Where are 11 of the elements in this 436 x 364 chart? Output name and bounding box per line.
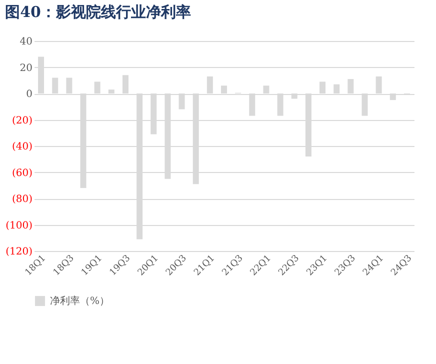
- y-tick-label: (80): [12, 194, 33, 205]
- y-tick-label: 20: [20, 62, 32, 74]
- y-tick-label: 40: [20, 36, 32, 48]
- legend-label: 净利率（%）: [50, 295, 110, 307]
- y-tick-label: 0: [26, 89, 32, 100]
- y-tick-label: (120): [6, 246, 33, 258]
- y-tick-label: (20): [12, 115, 33, 126]
- chart-title: 图40：影视院线行业净利率: [5, 3, 191, 21]
- y-tick-label: (40): [12, 142, 33, 152]
- y-tick-label: (100): [6, 220, 33, 232]
- y-tick-label: (60): [12, 168, 33, 179]
